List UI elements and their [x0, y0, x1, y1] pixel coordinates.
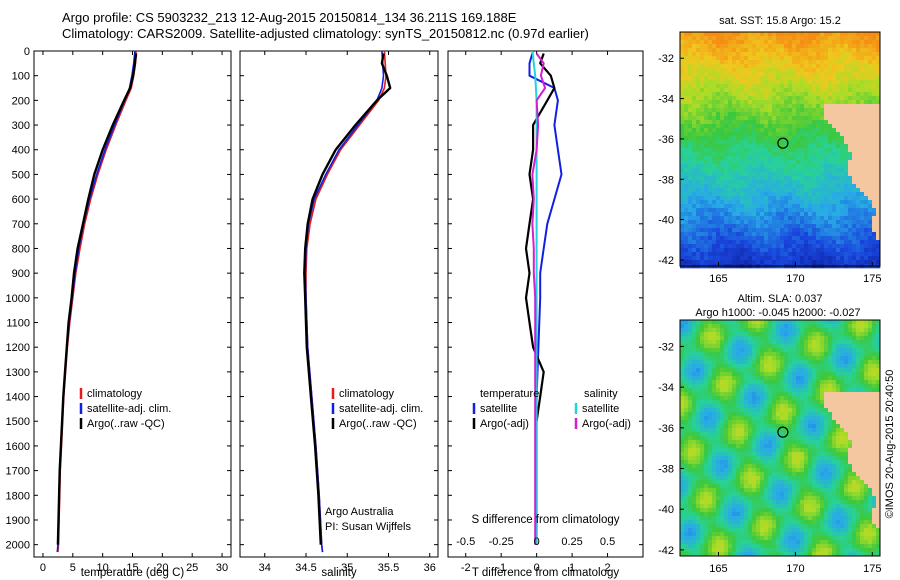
- argo-location-marker: [777, 137, 789, 149]
- x-axis-label-top: S difference from climatology: [471, 514, 619, 526]
- x-axis-label: T difference from climatology: [472, 567, 619, 579]
- x-tick-label: 15: [126, 562, 138, 574]
- y-tick-label: 600: [12, 194, 30, 206]
- x-tick-label: 10: [97, 562, 109, 574]
- y-tick-label: 400: [12, 145, 30, 157]
- chart-title-line2: Climatology: CARS2009. Satellite-adjuste…: [62, 26, 589, 41]
- x-tick-label: -2: [461, 562, 471, 574]
- credit-text: ©IMOS 20-Aug-2015 20:40:50: [884, 370, 896, 519]
- panel-frame: [33, 50, 232, 558]
- x-tick-label: 0: [534, 562, 540, 574]
- legend-header-salinity: salinity: [584, 388, 618, 400]
- y-tick-label: 1600: [6, 441, 30, 453]
- x-tick-label: 0: [40, 562, 46, 574]
- y-tick-label: 1000: [6, 293, 30, 305]
- y-tick-label: 900: [12, 268, 30, 280]
- x-tick-label: 2: [604, 562, 610, 574]
- y-tick-label: 300: [12, 120, 30, 132]
- legend-entry: climatology: [87, 388, 143, 400]
- map-y-tick-label: -38: [658, 464, 674, 476]
- x-tick-label: -1: [496, 562, 506, 574]
- legend-header-temperature: temperature: [480, 388, 539, 400]
- sla-map-title: Altim. SLA: 0.037: [738, 293, 823, 305]
- legend-entry: Argo(-adj): [480, 418, 529, 430]
- legend-entry: Argo(..raw -QC): [87, 418, 165, 430]
- x-tick-label: 25: [186, 562, 198, 574]
- map-frame: [679, 31, 881, 267]
- x-axis-label: salinity: [321, 567, 356, 579]
- x-tick-label: 35.5: [378, 562, 399, 574]
- series-line-salinity-3: [531, 52, 547, 545]
- legend-entry: satellite-adj. clim.: [87, 403, 171, 415]
- series-line-salinity-2: [531, 51, 538, 545]
- map-y-tick-label: -34: [658, 94, 674, 106]
- series-line-argo: [56, 53, 138, 545]
- x-tick-label-top: 0: [534, 536, 540, 548]
- x-tick-label: 1: [569, 562, 575, 574]
- map-x-tick-label: 165: [709, 273, 727, 285]
- map-x-tick-label: 165: [709, 563, 727, 575]
- map-y-tick-label: -36: [658, 134, 674, 146]
- legend-entry: satellite: [582, 403, 619, 415]
- legend-entry: Argo(-adj): [582, 418, 631, 430]
- x-tick-label-top: 0.25: [561, 536, 582, 548]
- x-axis-label: temperature (deg C): [81, 567, 185, 579]
- map-x-tick-label: 175: [863, 273, 881, 285]
- sst-map: [680, 32, 881, 269]
- x-tick-label-top: -0.25: [489, 536, 514, 548]
- chart-title-line1: Argo profile: CS 5903232_213 12-Aug-2015…: [62, 10, 517, 25]
- panel-frame: [239, 50, 439, 558]
- y-tick-label: 0: [24, 46, 30, 58]
- x-tick-label: 35: [341, 562, 353, 574]
- panel-frame: [447, 50, 644, 558]
- y-tick-label: 800: [12, 243, 30, 255]
- x-tick-label: 34.5: [295, 562, 316, 574]
- legend-entry: climatology: [339, 388, 395, 400]
- map-y-tick-label: -42: [658, 545, 674, 557]
- x-tick-label: 20: [156, 562, 168, 574]
- legend-entry: satellite-adj. clim.: [339, 403, 423, 415]
- y-tick-label: 700: [12, 219, 30, 231]
- sla-map: [680, 320, 881, 557]
- map-x-tick-label: 170: [786, 563, 804, 575]
- sla-map-subtitle: Argo h1000: -0.045 h2000: -0.027: [695, 307, 860, 319]
- y-tick-label: 1200: [6, 342, 30, 354]
- map-y-tick-label: -34: [658, 382, 674, 394]
- legend-entry: satellite: [480, 403, 517, 415]
- map-frame: [679, 319, 881, 557]
- map-y-tick-label: -40: [658, 504, 674, 516]
- y-tick-label: 1700: [6, 466, 30, 478]
- y-tick-label: 100: [12, 71, 30, 83]
- y-tick-label: 1400: [6, 392, 30, 404]
- y-tick-label: 1900: [6, 515, 30, 527]
- x-tick-label: 5: [70, 562, 76, 574]
- x-tick-label: 30: [216, 562, 228, 574]
- x-tick-label-top: 0.5: [600, 536, 615, 548]
- annotation-institution: Argo Australia: [325, 506, 394, 518]
- y-tick-label: 1500: [6, 416, 30, 428]
- y-tick-label: 1100: [6, 318, 30, 330]
- map-x-tick-label: 175: [863, 563, 881, 575]
- y-tick-label: 1300: [6, 367, 30, 379]
- annotation-pi: PI: Susan Wijffels: [325, 521, 411, 533]
- map-y-tick-label: -42: [658, 255, 674, 267]
- y-tick-label: 2000: [6, 540, 30, 552]
- map-y-tick-label: -36: [658, 423, 674, 435]
- legend-entry: Argo(..raw -QC): [339, 418, 417, 430]
- x-tick-label: 34: [259, 562, 271, 574]
- map-y-tick-label: -32: [658, 53, 674, 65]
- map-x-tick-label: 170: [786, 273, 804, 285]
- y-tick-label: 200: [12, 95, 30, 107]
- map-y-tick-label: -40: [658, 215, 674, 227]
- y-tick-label: 500: [12, 169, 30, 181]
- map-y-tick-label: -32: [658, 341, 674, 353]
- x-tick-label: 36: [424, 562, 436, 574]
- sst-map-title: sat. SST: 15.8 Argo: 15.2: [719, 15, 841, 27]
- argo-location-marker: [777, 426, 789, 438]
- x-tick-label-top: -0.5: [456, 536, 475, 548]
- series-line-argo: [303, 53, 392, 545]
- y-tick-label: 1800: [6, 490, 30, 502]
- map-y-tick-label: -38: [658, 174, 674, 186]
